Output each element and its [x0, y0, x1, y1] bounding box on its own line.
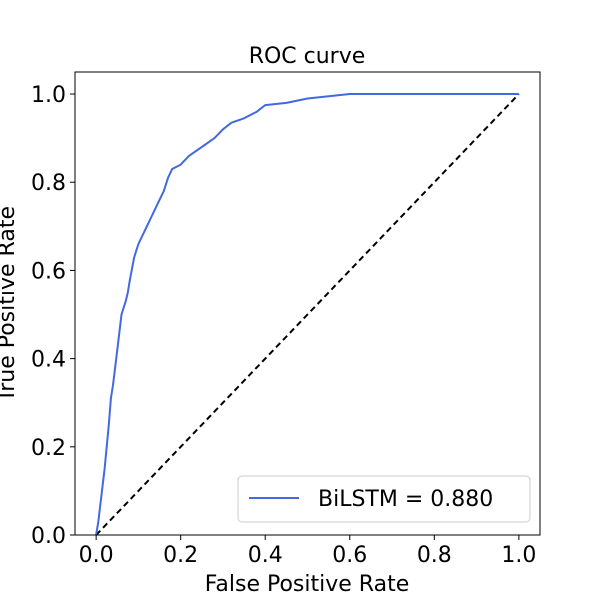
chart-title: ROC curve	[249, 44, 366, 69]
y-tick-label: 0.2	[31, 436, 66, 461]
x-tick-label: 0.8	[417, 543, 452, 568]
y-tick-label: 0.6	[31, 259, 66, 284]
legend-label: BiLSTM = 0.880	[318, 487, 493, 512]
chance-diagonal-line	[95, 93, 520, 536]
x-tick-label: 0.6	[332, 543, 367, 568]
y-tick-label: 0.0	[31, 524, 66, 549]
x-tick-label: 1.0	[501, 543, 536, 568]
legend: BiLSTM = 0.880	[237, 475, 531, 523]
legend-box	[237, 475, 531, 523]
y-axis-label: True Positive Rate	[0, 206, 20, 403]
y-tick-label: 0.4	[31, 348, 66, 373]
y-tick-label: 0.8	[31, 171, 66, 196]
x-tick-label: 0.2	[163, 543, 198, 568]
x-axis-label: False Positive Rate	[205, 572, 409, 597]
y-tick-label: 1.0	[31, 83, 66, 108]
roc-series-line-0	[95, 93, 519, 536]
x-tick-label: 0.4	[248, 543, 283, 568]
x-tick-label: 0.0	[79, 543, 114, 568]
plot-area: 0.0 0.2 0.4 0.6 0.8 1.0 0.0 0.2 0.4 0.6 0.8 1.0	[31, 71, 541, 568]
plot-frame	[74, 71, 541, 536]
